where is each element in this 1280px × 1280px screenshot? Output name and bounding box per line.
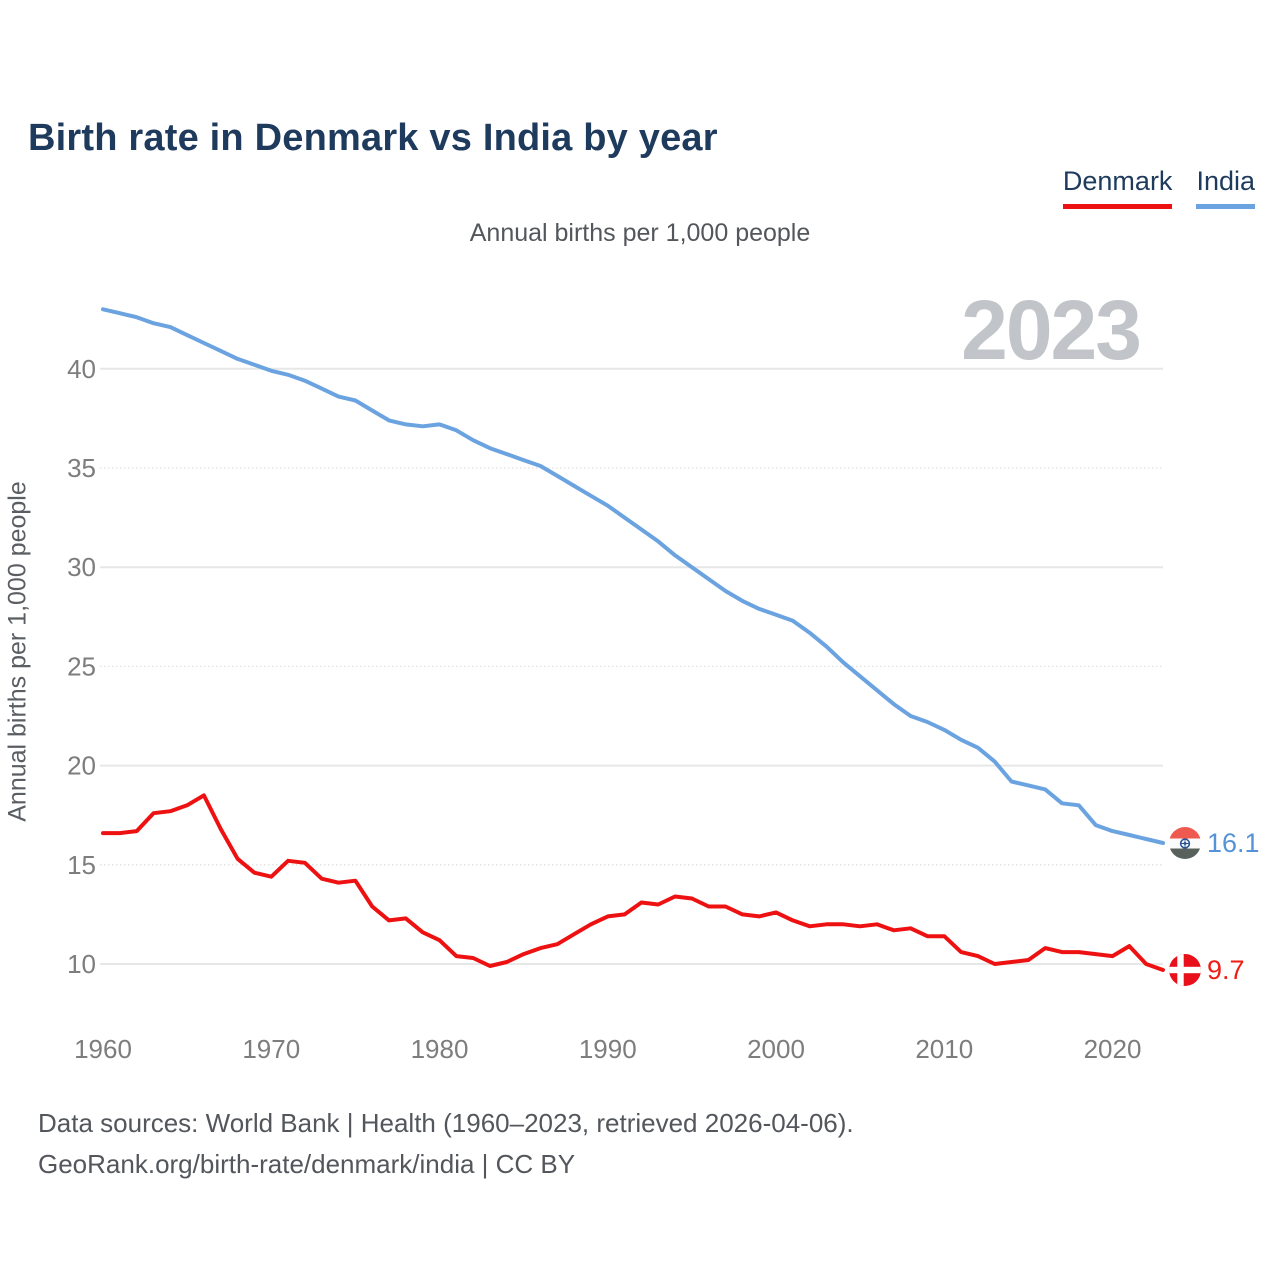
chart-subtitle: Annual births per 1,000 people — [469, 219, 811, 247]
y-tick-40: 40 — [67, 354, 96, 384]
grid-layer: 10 15 20 25 30 35 40 1960 1970 1980 1990 2000 2010 20… — [67, 354, 1163, 1064]
footer-sources: Data sources: World Bank | Health (1960–… — [38, 1108, 854, 1138]
watermark-year: 2023 — [961, 283, 1142, 377]
legend-item-india[interactable]: India — [1196, 166, 1255, 209]
x-tick-2020: 2020 — [1084, 1034, 1142, 1064]
series-layer — [101, 307, 1165, 972]
y-tick-15: 15 — [67, 850, 96, 880]
india-end-value: 16.1 — [1207, 828, 1260, 858]
y-tick-35: 35 — [67, 453, 96, 483]
y-tick-10: 10 — [67, 949, 96, 979]
x-tick-1990: 1990 — [579, 1034, 637, 1064]
footer: Data sources: World Bank | Health (1960–… — [38, 1103, 854, 1185]
x-tick-1960: 1960 — [74, 1034, 132, 1064]
denmark-flag-icon — [1169, 954, 1201, 986]
x-tick-2000: 2000 — [747, 1034, 805, 1064]
page-title: Birth rate in Denmark vs India by year — [28, 117, 718, 160]
footer-attribution: GeoRank.org/birth-rate/denmark/india | C… — [38, 1149, 576, 1179]
legend: Denmark India — [1062, 166, 1255, 209]
x-tick-2010: 2010 — [915, 1034, 973, 1064]
y-tick-25: 25 — [67, 651, 96, 681]
y-tick-30: 30 — [67, 552, 96, 582]
denmark-line — [101, 793, 1165, 972]
x-tick-1980: 1980 — [411, 1034, 469, 1064]
india-flag-icon — [1169, 827, 1201, 859]
y-tick-20: 20 — [67, 751, 96, 781]
legend-item-denmark[interactable]: Denmark — [1062, 166, 1173, 209]
india-line — [101, 307, 1165, 845]
denmark-end-value: 9.7 — [1207, 955, 1245, 985]
x-tick-1970: 1970 — [242, 1034, 300, 1064]
